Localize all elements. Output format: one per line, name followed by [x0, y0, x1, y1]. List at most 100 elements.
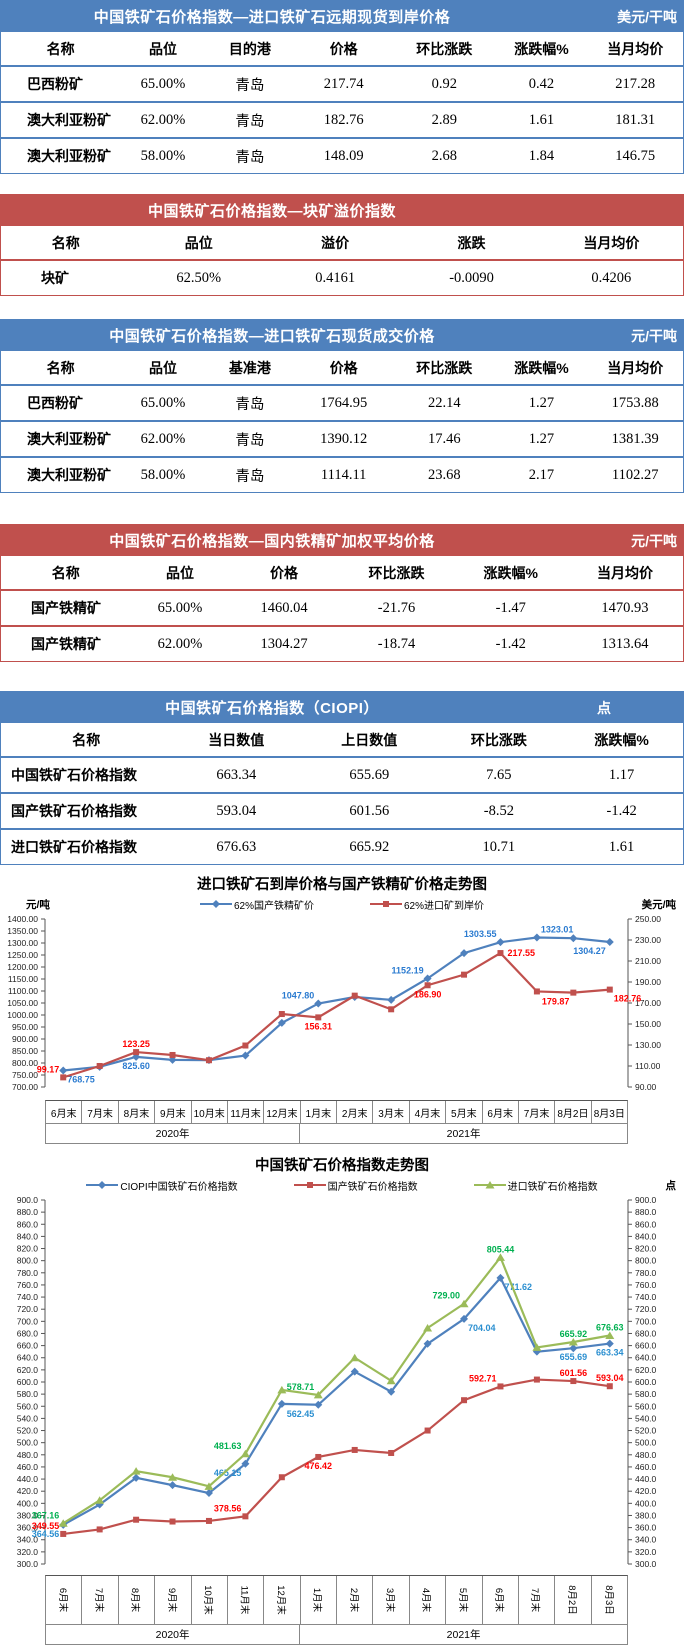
y-axis-tick-label: 170.00	[635, 998, 661, 1008]
y-axis-tick-label: 150.00	[635, 1019, 661, 1029]
value-cell: 1381.39	[611, 430, 659, 447]
legend-marker	[211, 900, 220, 908]
table-row: 澳大利亚粉矿 62.00% 青岛 182.76 2.89 1.61 181.31	[1, 101, 683, 137]
value-cell: 65.00%	[140, 75, 186, 92]
legend-swatch	[293, 1182, 326, 1188]
chart-legend: 62%国产铁精矿价 62%进口矿到岸价	[0, 895, 684, 913]
value-cell: -1.47	[495, 599, 526, 616]
y-axis-tick-label: 1350.00	[7, 926, 38, 936]
data-point-label: 1323.01	[541, 924, 574, 934]
value-cell: 62.00%	[140, 430, 186, 447]
price-table: 中国铁矿石价格指数—块矿溢价指数 名称 品位 溢价 涨跌 当月均价 块矿 62.50% 0.41…	[0, 194, 684, 296]
x-axis-label-text: 6月末	[50, 1108, 77, 1120]
legend-swatch	[473, 1181, 506, 1189]
table-row: 进口铁矿石价格指数 676.63 665.92 10.71 1.61	[1, 828, 683, 864]
column-header: 品位	[184, 234, 213, 251]
data-point-label: 1047.80	[282, 991, 315, 1001]
value-cell: 1753.88	[611, 394, 659, 411]
data-point-marker	[315, 1014, 322, 1021]
y-axis-tick-label: 340.0	[17, 1535, 39, 1545]
data-point-marker	[423, 1324, 433, 1332]
value-cell: 1.27	[528, 430, 555, 447]
data-point-label: 123.25	[122, 1039, 150, 1049]
y-axis-tick-label: 800.00	[12, 1058, 38, 1068]
y-axis-tick-label: 520.0	[17, 1426, 39, 1436]
value-cell: 10.71	[482, 838, 516, 855]
y-axis-tick-label: 780.0	[635, 1268, 657, 1278]
x-axis-label-text: 12月末	[274, 1585, 286, 1615]
x-axis-label-text: 5月末	[451, 1108, 477, 1120]
x-axis-label: 4月末	[410, 1101, 447, 1123]
data-point-marker	[60, 1530, 67, 1537]
table-header-row: 名称 品位 价格 环比涨跌 涨跌幅% 当月均价	[1, 556, 683, 589]
data-point-marker	[242, 1513, 249, 1520]
data-point-marker	[314, 999, 323, 1008]
column-header: 名称	[51, 234, 80, 251]
y-axis-tick-label: 460.0	[17, 1462, 39, 1472]
row-name-cell: 国产铁精矿	[31, 600, 101, 616]
data-point-marker	[95, 1500, 104, 1509]
table-row: 国产铁精矿 62.00% 1304.27 -18.74 -1.42 1313.64	[1, 625, 683, 661]
data-point-marker	[133, 1049, 140, 1056]
x-axis-label-text: 10月末	[202, 1585, 214, 1615]
data-point-marker	[532, 1347, 541, 1356]
data-point-label: 601.56	[560, 1368, 588, 1378]
value-cell: 58.00%	[140, 147, 186, 164]
y-axis-tick-label: 540.0	[17, 1413, 39, 1423]
value-cell: -0.0090	[449, 269, 494, 286]
data-point-label: 592.71	[469, 1373, 497, 1383]
data-point-marker	[204, 1482, 214, 1490]
column-header: 环比涨跌	[416, 359, 473, 376]
x-axis-label: 8月末	[119, 1101, 156, 1123]
value-cell: 62.50%	[176, 269, 222, 286]
legend-swatch	[370, 901, 402, 907]
data-point-marker	[169, 1518, 176, 1525]
data-point-marker	[96, 1063, 103, 1069]
y-axis-tick-label: 900.00	[12, 1034, 38, 1044]
data-point-marker	[169, 1051, 176, 1058]
x-axis-label: 7月末	[519, 1576, 556, 1624]
x-axis-label: 5月末	[446, 1101, 483, 1123]
data-point-marker	[387, 1387, 396, 1396]
column-header: 基准港	[228, 359, 271, 376]
x-axis-label: 10月末	[192, 1576, 228, 1624]
column-header: 品位	[148, 40, 177, 57]
value-cell: 青岛	[235, 468, 265, 485]
value-cell: -18.74	[377, 635, 416, 652]
data-point-marker	[241, 1459, 250, 1468]
value-cell: 58.00%	[140, 466, 186, 483]
legend-label: 62%国产铁精矿价	[233, 900, 314, 912]
y-axis-tick-label: 860.0	[17, 1219, 39, 1229]
data-point-marker	[568, 1338, 578, 1346]
value-cell: 1.61	[608, 838, 635, 855]
table-header-row: 名称 当日数值 上日数值 环比涨跌 涨跌幅%	[1, 723, 683, 756]
table-row: 国产铁精矿 65.00% 1460.04 -21.76 -1.47 1470.93	[1, 589, 683, 625]
table-title-bar: 中国铁矿石价格指数—国内铁精矿加权平均价格 元/干吨	[1, 524, 683, 556]
x-axis-label: 12月末	[264, 1576, 301, 1624]
x-axis-label-text: 11月末	[238, 1585, 250, 1615]
data-point-marker	[278, 1011, 285, 1018]
data-point-marker	[497, 1383, 504, 1390]
value-cell: 22.14	[427, 394, 461, 411]
value-cell: 0.92	[431, 75, 457, 92]
y-axis-tick-label: 950.00	[12, 1022, 38, 1032]
data-point-label: 704.04	[468, 1323, 496, 1333]
column-header: 环比涨跌	[368, 564, 425, 581]
column-header: 溢价	[321, 234, 350, 251]
table-title-bar: 中国铁矿石价格指数—进口铁矿石远期现货到岸价格 美元/干吨	[1, 0, 683, 32]
y-axis-tick-label: 880.0	[17, 1207, 39, 1217]
data-point-label: 562.45	[287, 1409, 315, 1419]
x-axis-label-text: 6月末	[493, 1587, 505, 1613]
plot-area: 1400.00 1350.00 1300.00 1250.00 1200.00 1150.…	[7, 914, 661, 1092]
table-title-bar: 中国铁矿石价格指数—块矿溢价指数	[1, 194, 683, 226]
value-cell: 593.04	[216, 802, 257, 819]
data-point-marker	[278, 1474, 285, 1481]
data-point-label: 217.55	[507, 948, 535, 958]
y-axis-tick-label: 740.0	[17, 1292, 39, 1302]
data-point-marker	[168, 1473, 178, 1481]
data-point-label: 805.44	[487, 1244, 515, 1254]
data-point-marker	[60, 1074, 67, 1081]
data-point-marker	[424, 982, 431, 989]
table-row: 国产铁矿石价格指数 593.04 601.56 -8.52 -1.42	[1, 792, 683, 828]
value-cell: 62.00%	[140, 111, 186, 128]
